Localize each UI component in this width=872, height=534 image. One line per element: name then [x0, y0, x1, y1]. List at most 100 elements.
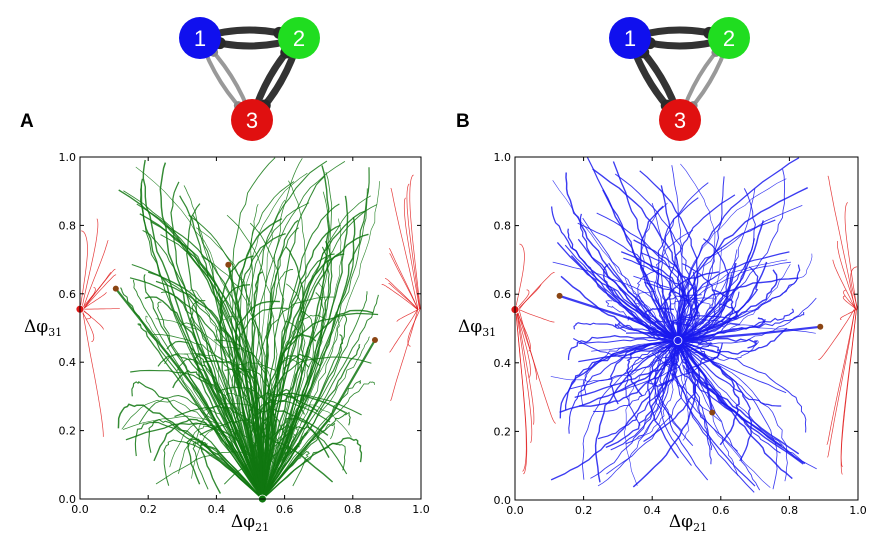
plot-b-trajectory: [677, 157, 800, 341]
plot-a-ytick-label: 0.2: [59, 425, 77, 438]
plot-a-sync-trajectory: [396, 308, 419, 322]
plot-b-trajectory: [625, 340, 679, 445]
plot-b-trajectory: [656, 197, 699, 341]
plot-b-trajectory: [672, 339, 714, 355]
plot-a-sync-trajectory: [81, 218, 99, 310]
plot-a-xtick-label: 0.8: [344, 503, 362, 516]
plot-b-sync-trajectory: [516, 309, 533, 443]
plot-b-ylabel-sub: 31: [482, 326, 496, 339]
motif-b-node-2-label: 2: [723, 26, 735, 51]
motif-b-node-2: 2: [708, 17, 750, 59]
motif-b-node-3: 3: [659, 99, 701, 141]
plot-b-xtick-label: 1.0: [849, 504, 867, 517]
plot-a-trajectory: [262, 282, 327, 499]
plot-b-trajectory: [647, 339, 680, 459]
plot-b: 0.0 0.2 0.4 0.6 0.8 1.00.00.20.40.60.81.0 Δφ2…: [458, 151, 867, 534]
plot-a-trajectory: [201, 256, 270, 499]
motif-a-node-3: 3: [231, 99, 273, 141]
plot-b-trajectory: [582, 217, 679, 341]
plot-b-trajectory: [596, 212, 686, 341]
plot-b-trajectory: [677, 297, 817, 345]
plot-b-sync-trajectory: [832, 259, 856, 310]
plot-a-trajectory: [227, 264, 264, 499]
plot-b-sync-trajectory: [826, 309, 856, 445]
plot-a-sync-trajectory: [390, 309, 419, 401]
plot-a-xtick-label: 0.2: [139, 503, 157, 516]
plot-b-trajectory: [614, 173, 690, 341]
plot-b-trajectory: [654, 340, 692, 466]
plot-a-trajectory: [262, 312, 340, 499]
plot-b-trajectory: [606, 340, 688, 475]
plot-b-trajectory: [602, 264, 679, 342]
plot-b-sync-trajectory: [515, 309, 527, 472]
plot-b-sync-trajectory: [839, 309, 857, 320]
plot-b-trajectory: [677, 340, 782, 407]
motif-a-node-3-circle: [231, 99, 273, 141]
plot-b-trajectory: [550, 206, 679, 342]
plot-b-ytick-label: 0.2: [494, 425, 512, 438]
plot-a-ytick-label: 0.0: [59, 493, 77, 506]
plot-b-trajectory: [639, 205, 679, 341]
motif-a-node-2: 2: [278, 17, 320, 59]
plot-a-trajectory: [261, 431, 309, 499]
plot-a-sync-trajectory: [83, 308, 120, 310]
plot-b-xtick-label: 0.8: [781, 504, 799, 517]
plot-a-trajectory: [261, 411, 351, 499]
plot-b-trajectory: [677, 337, 759, 349]
plot-a-sync-trajectory: [82, 272, 112, 310]
plot-b-trajectory: [556, 241, 679, 342]
plot-a-sync-trajectory: [409, 174, 421, 310]
plot-b-trajectory: [677, 178, 787, 341]
plot-a-trajectory: [254, 161, 346, 499]
plot-b-trajectory: [602, 189, 679, 341]
plot-b-sync-trajectory: [844, 202, 858, 310]
motif-a: 1 2 3: [179, 17, 320, 141]
plot-a-trajectory: [234, 218, 283, 499]
plot-a-sync-trajectory: [80, 309, 95, 343]
plot-b-trajectory: [677, 339, 714, 413]
plot-b-fixed-point-saddle: [817, 323, 824, 330]
plot-b-trajectory: [677, 340, 739, 476]
plot-a-sync-trajectory: [389, 309, 419, 353]
plot-a-trajectory: [142, 159, 264, 499]
plot-b-ytick-label: 1.0: [494, 151, 512, 164]
plot-b-trajectory: [605, 340, 679, 449]
plot-b-trajectory: [653, 340, 694, 447]
plot-b-xtick-label: 0.4: [643, 504, 661, 517]
plot-a-ylabel-main: Δφ: [24, 317, 48, 337]
plot-b-sync-trajectory: [516, 309, 531, 379]
plot-a-ytick-label: 0.8: [59, 219, 77, 232]
plot-b-trajectory: [677, 339, 721, 370]
plot-b-ytick-label: 0.4: [494, 357, 512, 370]
plot-a-xtick-label: 0.6: [276, 503, 294, 516]
plot-a-xlabel-main: Δφ: [231, 512, 255, 532]
plot-a-trajectory: [261, 424, 293, 499]
plot-b-xlabel-sub: 21: [693, 521, 707, 534]
plot-a-sync-trajectory: [381, 284, 418, 310]
plot-b-trajectory: [658, 340, 706, 386]
plot-a-sync-trajectory: [82, 292, 107, 310]
motif-a-node-1-label: 1: [194, 26, 206, 51]
plot-a-trajectory: [262, 218, 342, 499]
motif-b-node-3-label: 3: [674, 108, 686, 133]
motif-b-node-2-circle: [708, 17, 750, 59]
plot-b-trajectory: [597, 340, 679, 440]
panel-label-a: A: [20, 111, 34, 132]
plot-b-trajectory: [677, 340, 690, 441]
plot-b-trajectory: [668, 194, 736, 341]
plot-a-trajectory: [261, 333, 344, 499]
plot-a-ylabel: Δφ31: [24, 317, 62, 339]
plot-b-trajectory: [641, 202, 679, 341]
plot-b-trajectory: [643, 339, 701, 443]
plot-b-xlabel: Δφ21: [669, 512, 707, 534]
plot-a-trajectory: [262, 195, 372, 499]
motif-b-node-1: 1: [609, 17, 651, 59]
plot-b-trajectory: [677, 340, 760, 361]
plot-b-trajectory: [677, 169, 786, 341]
plot-b-trajectory: [550, 340, 679, 481]
plot-a-fixed-point-saddle: [371, 336, 378, 343]
plot-a-sync-trajectory: [390, 187, 419, 310]
motif-b-node-1-label: 1: [624, 26, 636, 51]
plot-b-trajectory: [677, 205, 803, 341]
